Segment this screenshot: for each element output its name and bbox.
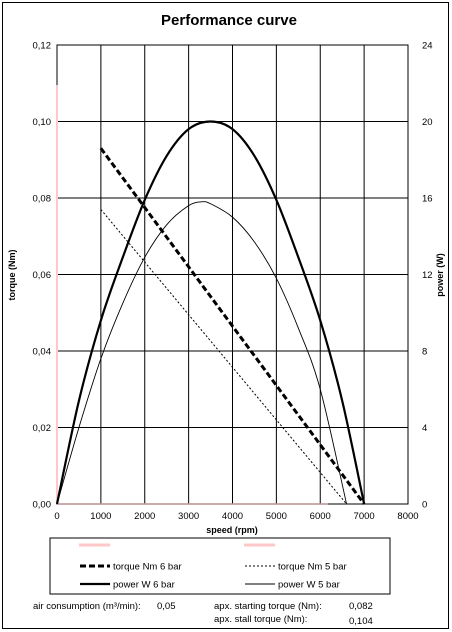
x-tick-label: 6000 [310, 511, 331, 522]
y2-tick-label: 8 [422, 347, 427, 358]
y-axis-label: torque (Nm) [7, 250, 17, 301]
x-tick-label: 8000 [397, 511, 418, 522]
starting-torque-value: 0,082 [349, 601, 373, 612]
x-tick-label: 5000 [266, 511, 287, 522]
x-tick-label: 3000 [178, 511, 199, 522]
series-line [55, 120, 366, 505]
series-layer [55, 120, 366, 505]
y-tick-label: 0,08 [33, 194, 52, 205]
x-tick-label: 1000 [90, 511, 111, 522]
stall-torque-label: apx. stall torque (Nm): [214, 614, 308, 625]
y2-tick-label: 0 [422, 500, 427, 511]
tick-labels: 0 1000 2000 3000 4000 5000 6000 7000 8000 0,00 0,0… [33, 41, 433, 523]
y-tick-label: 0,06 [33, 270, 52, 281]
legend-label: power W 5 bar [278, 580, 340, 591]
legend-label: power W 6 bar [113, 580, 175, 591]
y2-tick-label: 16 [422, 194, 433, 205]
x-tick-label: 0 [54, 511, 59, 522]
starting-torque-label: apx. starting torque (Nm): [214, 601, 322, 612]
grid [56, 44, 409, 505]
y2-tick-label: 12 [422, 270, 433, 281]
x-tick-label: 2000 [134, 511, 155, 522]
x-axis-label: speed (rpm) [206, 525, 258, 535]
y-tick-label: 0,10 [33, 117, 52, 128]
y2-tick-label: 24 [422, 41, 433, 52]
y2-tick-label: 4 [422, 423, 427, 434]
x-tick-label: 4000 [222, 511, 243, 522]
legend-label: torque Nm 5 bar [278, 562, 347, 573]
air-consumption-label: air consumption (m³/min): [33, 601, 141, 612]
y-tick-label: 0,00 [33, 500, 52, 511]
air-consumption-value: 0,05 [157, 601, 176, 612]
y2-axis-label: power (W) [435, 253, 445, 297]
y-tick-label: 0,02 [33, 423, 52, 434]
y-tick-label: 0,12 [33, 41, 52, 52]
chart-title: Performance curve [161, 12, 297, 29]
series-line [56, 201, 348, 505]
stall-torque-value: 0,104 [349, 616, 373, 627]
y-tick-label: 0,04 [33, 347, 52, 358]
series-line [99, 147, 366, 505]
x-tick-label: 7000 [354, 511, 375, 522]
legend-label: torque Nm 6 bar [113, 562, 182, 573]
y2-tick-label: 20 [422, 117, 433, 128]
legend: torque Nm 6 bar torque Nm 5 bar power W 6 … [49, 537, 391, 595]
